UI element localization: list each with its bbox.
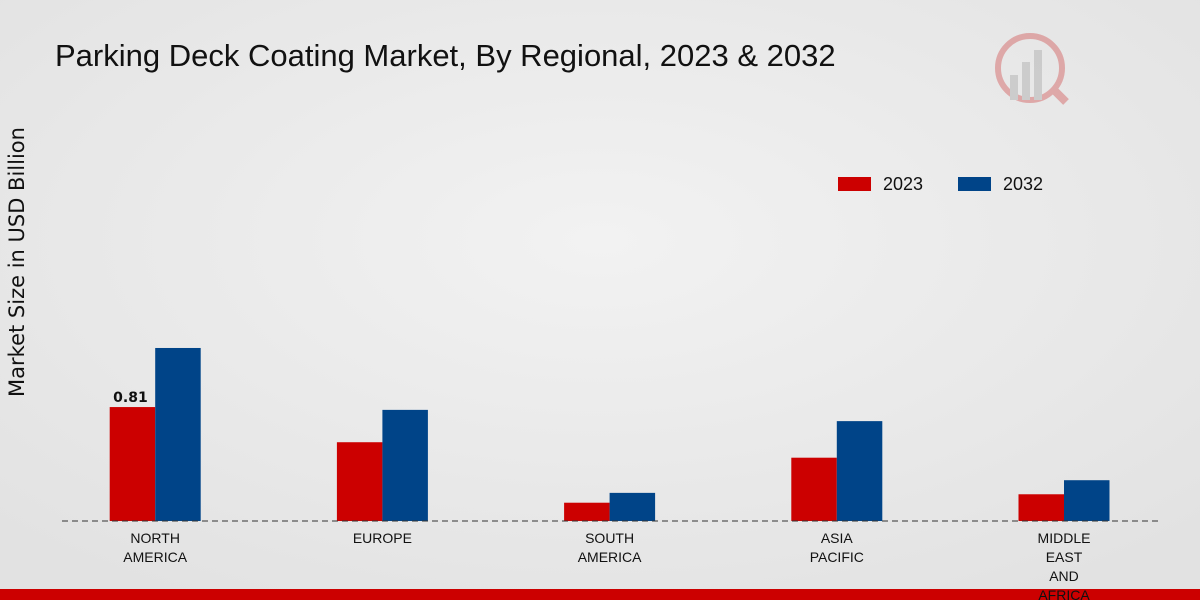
bar — [609, 492, 656, 521]
legend-swatch — [958, 177, 991, 191]
x-tick-label: MIDDLE EAST AND AFRICA — [1038, 530, 1091, 600]
chart-title: Parking Deck Coating Market, By Regional… — [55, 38, 836, 73]
watermark — [995, 33, 1069, 105]
x-tick-label: SOUTH AMERICA — [578, 530, 642, 565]
bar — [564, 502, 610, 521]
x-tick-label: NORTH AMERICA — [123, 530, 187, 565]
bar — [1018, 494, 1064, 521]
legend-swatch — [838, 177, 871, 191]
data-label: 0.81 — [113, 390, 148, 406]
x-tick-label: EUROPE — [353, 530, 412, 546]
bar — [836, 421, 883, 521]
footer-bar — [0, 589, 1200, 600]
legend-label: 2023 — [883, 174, 923, 194]
legend-label: 2032 — [1003, 174, 1043, 194]
bar — [336, 442, 383, 521]
bar — [109, 407, 156, 521]
bar — [155, 347, 201, 521]
bar — [382, 409, 428, 521]
x-tick-label: ASIA PACIFIC — [810, 530, 864, 565]
bar — [791, 457, 837, 521]
bar — [1064, 480, 1110, 521]
y-axis-label: Market Size in USD Billion — [5, 127, 29, 397]
